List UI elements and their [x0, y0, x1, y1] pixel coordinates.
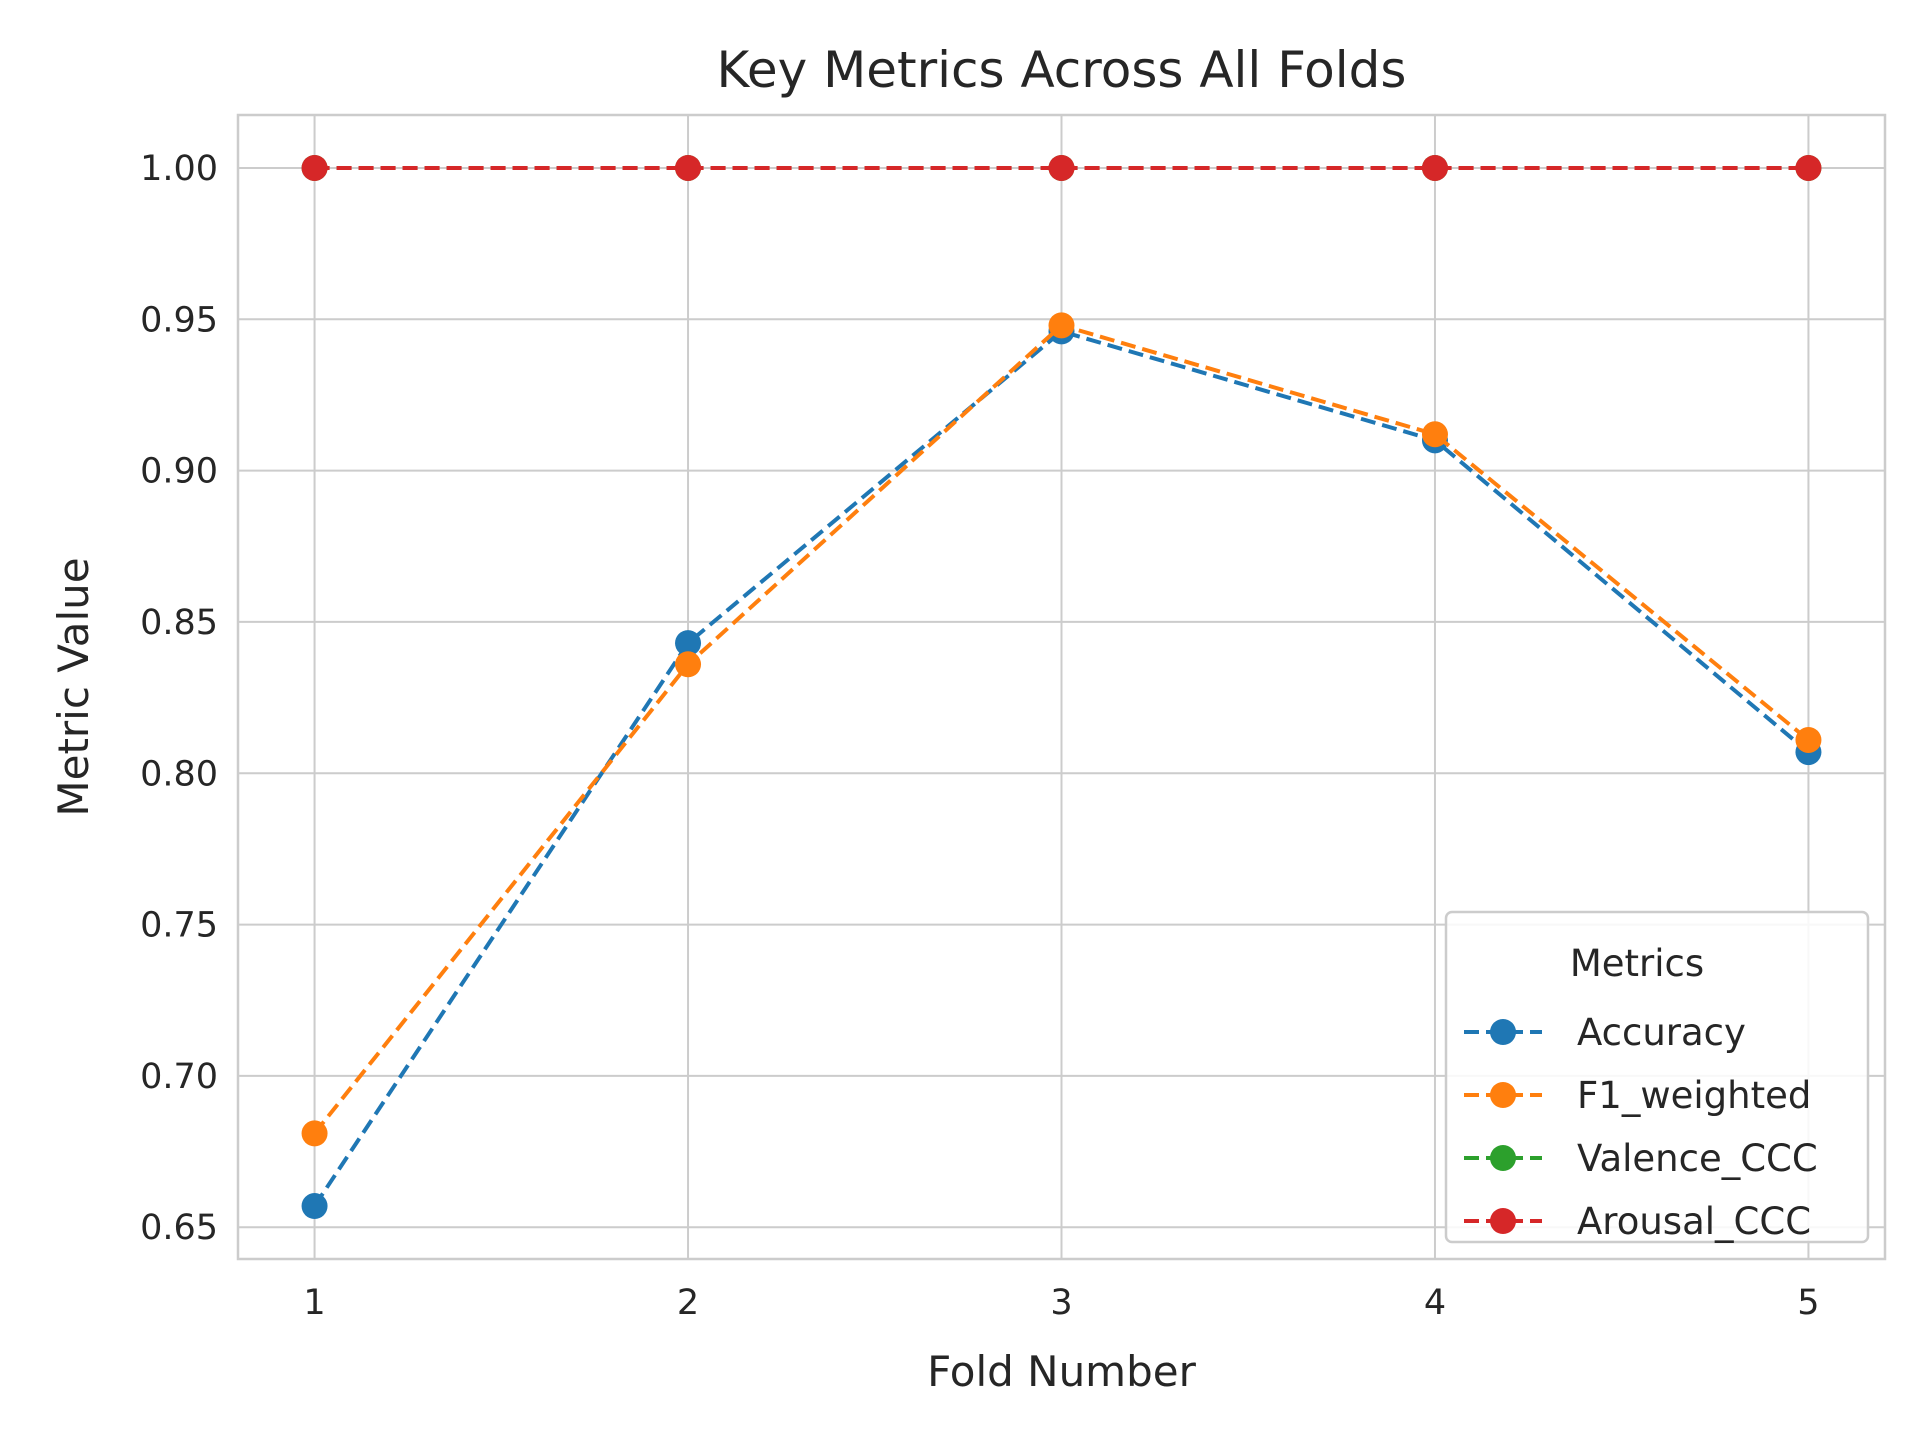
- legend-box: [1444, 910, 1870, 1244]
- legend-entry: F1_weighted: [1464, 1074, 1811, 1117]
- data-point-arousal-ccc: [675, 154, 702, 181]
- legend-label: F1_weighted: [1577, 1074, 1811, 1117]
- data-point-accuracy: [675, 630, 702, 657]
- y-tick-label: 0.75: [140, 906, 218, 946]
- series-layer: [301, 154, 1822, 1220]
- legend-entry: Accuracy: [1464, 1011, 1746, 1054]
- legend-label: Arousal_CCC: [1577, 1200, 1811, 1243]
- tick-labels: 1 2 3 4 5 0.65 0.70 0.75 0.80 0.85 0.90 0.95 1.00: [140, 149, 1820, 1323]
- data-point-arousal-ccc: [301, 154, 328, 181]
- data-point-arousal-ccc: [1421, 154, 1448, 181]
- data-point-f1-weighted: [301, 1120, 328, 1147]
- series-f1-weighted: [301, 312, 1822, 1147]
- x-tick-label: 1: [303, 1283, 325, 1323]
- data-point-f1-weighted: [675, 651, 702, 678]
- x-axis-label: Fold Number: [927, 1347, 1196, 1396]
- y-tick-label: 0.90: [140, 452, 218, 492]
- data-point-arousal-ccc: [1795, 154, 1822, 181]
- legend-entry: Arousal_CCC: [1464, 1200, 1811, 1243]
- x-tick-label: 5: [1797, 1283, 1819, 1323]
- y-tick-label: 0.85: [140, 603, 218, 643]
- series-arousal-ccc: [301, 154, 1822, 181]
- data-point-accuracy: [301, 1193, 328, 1220]
- y-tick-label: 0.95: [140, 300, 218, 340]
- y-tick-label: 0.80: [140, 754, 218, 794]
- y-tick-label: 1.00: [140, 149, 218, 189]
- legend-marker: [1490, 1082, 1516, 1108]
- legend-label: Valence_CCC: [1577, 1137, 1818, 1180]
- legend: Metrics Accuracy F1_weighted Valence_CCC Ar…: [1444, 910, 1870, 1244]
- legend-marker: [1490, 1019, 1516, 1045]
- data-point-arousal-ccc: [1048, 154, 1075, 181]
- plot-frame: [236, 113, 1887, 1261]
- legend-marker: [1490, 1145, 1516, 1171]
- legend-title: Metrics: [1570, 942, 1704, 985]
- x-tick-label: 3: [1050, 1283, 1072, 1323]
- y-axis-label: Metric Value: [49, 557, 98, 816]
- legend-entry: Valence_CCC: [1464, 1137, 1818, 1180]
- data-point-f1-weighted: [1421, 421, 1448, 448]
- x-tick-label: 2: [677, 1283, 699, 1323]
- legend-label: Accuracy: [1577, 1011, 1746, 1054]
- series-line-accuracy: [312, 329, 1810, 1208]
- y-tick-label: 0.65: [140, 1208, 218, 1248]
- x-tick-label: 4: [1424, 1283, 1446, 1323]
- chart-title: Key Metrics Across All Folds: [717, 41, 1407, 99]
- data-point-f1-weighted: [1795, 726, 1822, 753]
- legend-entries: Accuracy F1_weighted Valence_CCC Arousal_CC…: [1464, 1011, 1818, 1243]
- data-point-f1-weighted: [1048, 312, 1075, 339]
- y-tick-label: 0.70: [140, 1057, 218, 1097]
- legend-marker: [1490, 1208, 1516, 1234]
